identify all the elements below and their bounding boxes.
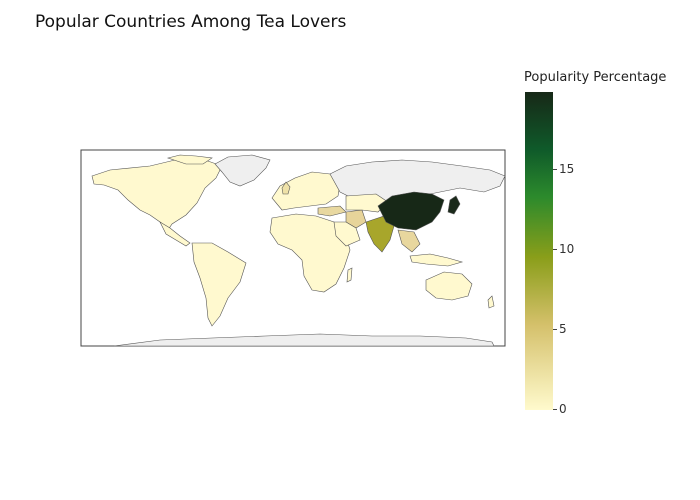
colorbar-tick-label: 0 <box>559 402 567 416</box>
region-iran[interactable] <box>345 209 367 229</box>
region-madagascar[interactable] <box>346 267 353 283</box>
chart-title: Popular Countries Among Tea Lovers <box>35 12 347 32</box>
colorbar-tickmark <box>553 329 557 330</box>
colorbar-tickmark <box>553 409 557 410</box>
colorbar-tick-label: 10 <box>559 242 575 256</box>
region-arabia[interactable] <box>333 221 361 247</box>
region-china[interactable] <box>377 191 445 231</box>
region-united-kingdom[interactable] <box>281 181 291 195</box>
region-australia[interactable] <box>425 271 473 301</box>
region-turkey[interactable] <box>317 205 347 217</box>
region-central-asia[interactable] <box>345 193 389 213</box>
region-central-america[interactable] <box>159 221 191 247</box>
region-antarctica[interactable] <box>113 333 495 347</box>
colorbar-title: Popularity Percentage <box>524 70 667 85</box>
region-indonesia[interactable] <box>409 253 464 267</box>
region-southeast-asia[interactable] <box>397 229 421 253</box>
region-japan[interactable] <box>447 195 461 215</box>
colorbar <box>525 92 553 410</box>
region-new-zealand[interactable] <box>487 295 495 309</box>
colorbar-tickmark <box>553 169 557 170</box>
region-greenland[interactable] <box>214 154 271 187</box>
colorbar-tickmark <box>553 249 557 250</box>
colorbar-tick-label: 5 <box>559 322 567 336</box>
region-africa[interactable] <box>269 213 351 293</box>
colorbar-tick-label: 15 <box>559 162 575 176</box>
region-canada-islands[interactable] <box>166 154 213 165</box>
region-south-america[interactable] <box>191 242 247 327</box>
